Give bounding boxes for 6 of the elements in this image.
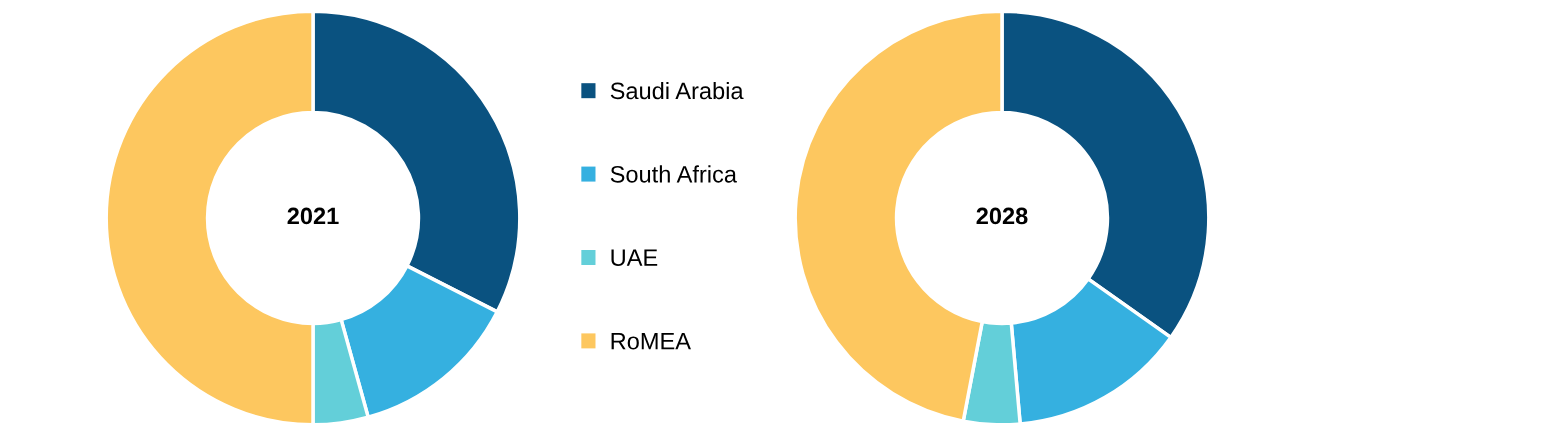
legend-label: Saudi Arabia (610, 81, 744, 100)
legend-label: South Africa (610, 165, 737, 183)
text: 2028 (976, 207, 1028, 225)
text: 2021 (287, 207, 339, 225)
legend-label: UAE (611, 249, 658, 267)
legend-label: RoMEA (611, 332, 691, 350)
